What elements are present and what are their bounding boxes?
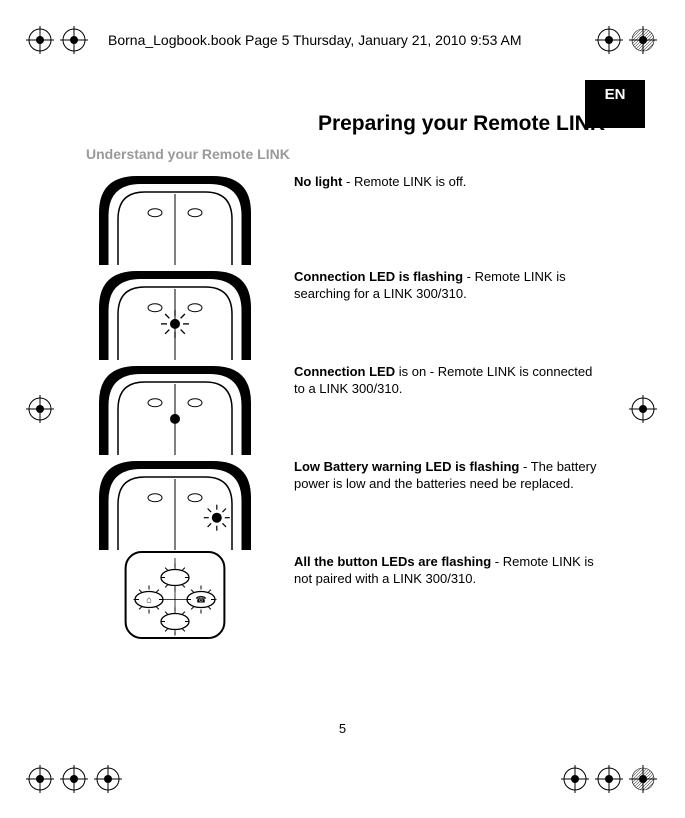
state-description: No light - Remote LINK is off. xyxy=(294,170,605,191)
device-icon: ⌂ ☎ xyxy=(110,550,240,640)
state-bold: No light xyxy=(294,174,342,189)
state-bold: Low Battery warning LED is flashing xyxy=(294,459,519,474)
state-illustration xyxy=(70,265,280,360)
crop-mark xyxy=(60,765,88,793)
crop-mark xyxy=(595,765,623,793)
crop-mark xyxy=(26,765,54,793)
crop-mark xyxy=(26,395,54,423)
state-bold: Connection LED xyxy=(294,364,395,379)
device-icon xyxy=(80,455,270,550)
state-illustration: ⌂ ☎ xyxy=(70,550,280,640)
state-illustration xyxy=(70,455,280,550)
state-row: Low Battery warning LED is flashing - Th… xyxy=(70,455,605,550)
crop-mark xyxy=(561,765,589,793)
state-row: Connection LED is flashing - Remote LINK… xyxy=(70,265,605,360)
state-description: Low Battery warning LED is flashing - Th… xyxy=(294,455,605,493)
svg-text:☎: ☎ xyxy=(195,595,206,605)
content-area: Preparing your Remote LINK Understand yo… xyxy=(70,112,605,698)
state-row: Connection LED is on - Remote LINK is co… xyxy=(70,360,605,455)
states-list: No light - Remote LINK is off. Connectio… xyxy=(70,170,605,640)
svg-text:⌂: ⌂ xyxy=(146,595,151,605)
crop-mark xyxy=(629,765,657,793)
crop-mark xyxy=(26,26,54,54)
state-illustration xyxy=(70,170,280,265)
crop-mark xyxy=(629,26,657,54)
state-description: Connection LED is on - Remote LINK is co… xyxy=(294,360,605,398)
crop-mark xyxy=(595,26,623,54)
section-subtitle: Understand your Remote LINK xyxy=(86,146,605,162)
state-description: Connection LED is flashing - Remote LINK… xyxy=(294,265,605,303)
state-description: All the button LEDs are flashing - Remot… xyxy=(294,550,605,588)
page: Borna_Logbook.book Page 5 Thursday, Janu… xyxy=(0,0,685,818)
device-icon xyxy=(80,265,270,360)
state-bold: Connection LED is flashing xyxy=(294,269,463,284)
state-rest: - Remote LINK is off. xyxy=(342,174,466,189)
state-bold: All the button LEDs are flashing xyxy=(294,554,491,569)
page-number: 5 xyxy=(0,721,685,736)
page-title: Preparing your Remote LINK xyxy=(70,112,605,136)
crop-mark xyxy=(629,395,657,423)
state-row: No light - Remote LINK is off. xyxy=(70,170,605,265)
device-icon xyxy=(80,360,270,455)
print-header: Borna_Logbook.book Page 5 Thursday, Janu… xyxy=(108,32,522,48)
device-icon xyxy=(80,170,270,265)
state-illustration xyxy=(70,360,280,455)
state-row: ⌂ ☎ All the button LEDs are flashing - R… xyxy=(70,550,605,640)
crop-mark xyxy=(60,26,88,54)
crop-mark xyxy=(94,765,122,793)
